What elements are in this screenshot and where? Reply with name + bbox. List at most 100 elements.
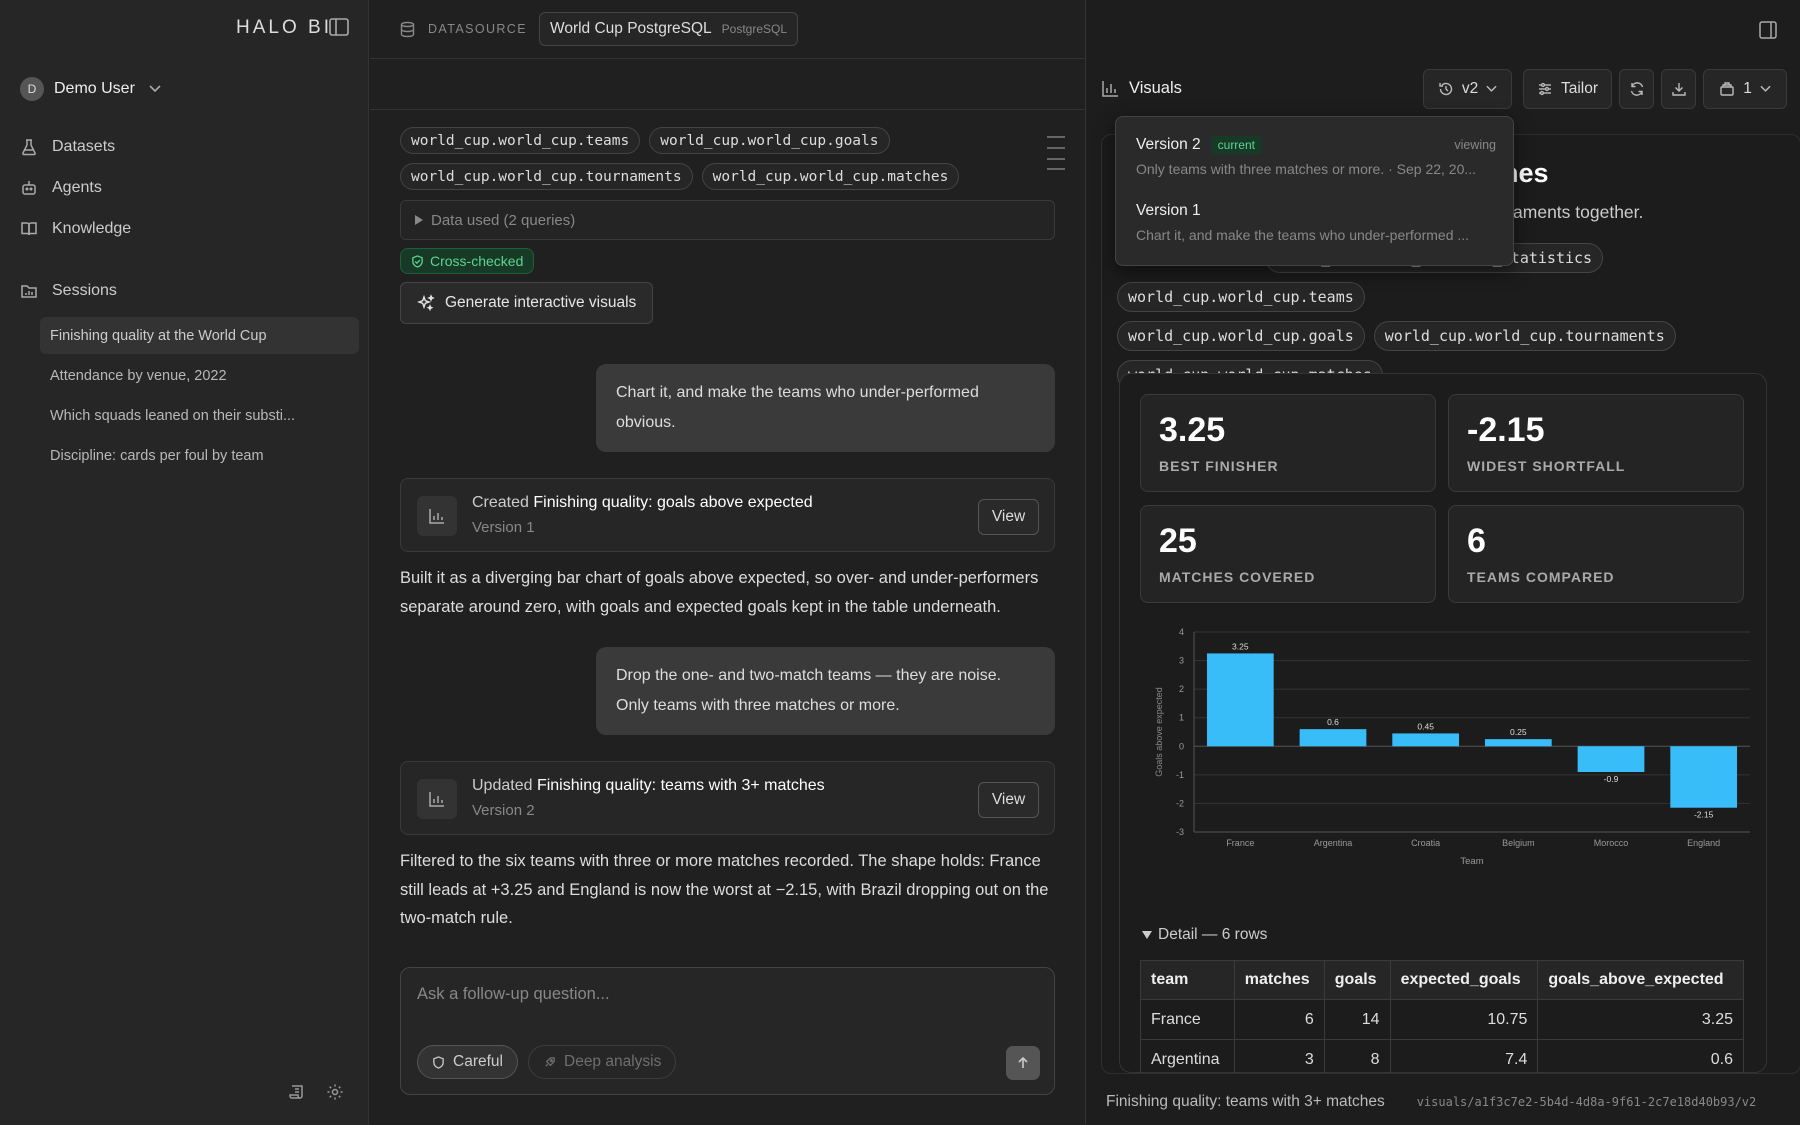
careful-mode-toggle[interactable]: Careful (417, 1045, 518, 1079)
rocket-icon (545, 1056, 555, 1067)
bar-chart-icon (417, 496, 457, 536)
table-tag[interactable]: world_cup.world_cup.goals (649, 127, 890, 154)
session-item[interactable]: Discipline: cards per foul by team (50, 447, 264, 464)
chevron-down-icon (1760, 85, 1771, 92)
caret-down-icon (1142, 931, 1152, 939)
visual-card: Created Finishing quality: goals above e… (400, 478, 1055, 552)
cross-checked-badge: Cross-checked (400, 248, 535, 274)
history-icon (1439, 82, 1453, 96)
datasource-selector[interactable]: World Cup PostgreSQL PostgreSQL (538, 12, 799, 46)
chevron-down-icon (149, 85, 161, 93)
datasource-bar: DATASOURCE World Cup PostgreSQL PostgreS… (370, 0, 1086, 59)
scroll-icon[interactable] (288, 1083, 306, 1101)
nav-knowledge[interactable]: Knowledge (20, 208, 131, 249)
book-icon (21, 221, 37, 235)
bar (1299, 729, 1367, 747)
chat-messages: world_cup.world_cup.teams world_cup.worl… (400, 111, 1055, 961)
card-visual-name: Finishing quality: goals above expected (533, 494, 813, 511)
y-axis-label: Goals above expected (1154, 687, 1164, 777)
y-tick-label: 4 (1179, 627, 1184, 637)
view-button[interactable]: View (978, 782, 1039, 818)
column-header[interactable]: expected_goals (1389, 960, 1539, 1000)
caret-right-icon (415, 215, 423, 225)
x-tick-label: Croatia (1411, 838, 1440, 848)
download-button[interactable] (1661, 69, 1696, 109)
x-axis-label: Team (1460, 856, 1483, 867)
session-item[interactable]: Finishing quality at the World Cup (40, 317, 359, 354)
data-label: 3.25 (1232, 641, 1249, 651)
table-tag[interactable]: world_cup.world_cup.matches (701, 163, 960, 190)
table-tag[interactable]: world_cup.world_cup.tournaments (1373, 321, 1676, 351)
visual-footer: Finishing quality: teams with 3+ matches… (1087, 1078, 1800, 1125)
gear-icon[interactable] (326, 1083, 344, 1101)
bar-chart-icon (417, 779, 457, 819)
shield-icon (433, 1055, 444, 1069)
folder-icon (21, 285, 37, 298)
visual-card: Updated Finishing quality: teams with 3+… (400, 761, 1055, 835)
kpi-value: -2.15 (1467, 411, 1545, 449)
table-cell: 14 (1323, 999, 1391, 1040)
visual-dashboard: 3.25 BEST FINISHER -2.15 WIDEST SHORTFAL… (1119, 373, 1767, 1073)
deep-analysis-label: Deep analysis (564, 1053, 662, 1070)
viewing-status: viewing (1454, 138, 1496, 152)
drag-handle-icon[interactable] (1045, 135, 1067, 171)
table-cell: Argentina (1140, 1039, 1235, 1073)
data-label: -2.15 (1694, 810, 1714, 820)
bar (1577, 746, 1645, 772)
user-menu[interactable]: D Demo User (20, 77, 161, 101)
version-popover: Version 2 current viewing Only teams with… (1115, 116, 1514, 266)
detail-toggle[interactable]: Detail — 6 rows (1142, 926, 1267, 944)
download-icon (1671, 83, 1686, 96)
version-label: v2 (1461, 80, 1479, 97)
kpi-card: 3.25 BEST FINISHER (1140, 394, 1436, 492)
nav-agents[interactable]: Agents (20, 167, 131, 208)
sidebar-toggle-icon[interactable] (329, 18, 349, 36)
column-header[interactable]: goals (1323, 960, 1391, 1000)
chevron-down-icon (1486, 85, 1497, 92)
kpi-label: TEAMS COMPARED (1467, 569, 1615, 585)
version-description: Only teams with three matches or more. ·… (1136, 161, 1477, 177)
table-cell: 10.75 (1389, 999, 1539, 1040)
table-cell: 0.6 (1537, 1039, 1744, 1073)
careful-label: Careful (453, 1053, 503, 1070)
database-icon (400, 21, 415, 37)
view-button[interactable]: View (978, 499, 1039, 535)
card-visual-name: Finishing quality: teams with 3+ matches (536, 777, 825, 794)
deep-analysis-toggle[interactable]: Deep analysis (528, 1045, 677, 1079)
send-button[interactable] (1006, 1046, 1040, 1080)
version-option[interactable]: Version 1 Chart it, and make the teams w… (1136, 202, 1496, 243)
visuals-title: Visuals (1129, 79, 1182, 97)
generate-visuals-button[interactable]: Generate interactive visuals (400, 282, 654, 324)
panel-toggle-icon[interactable] (1759, 21, 1777, 39)
x-tick-label: Belgium (1502, 838, 1535, 848)
visuals-header: Visuals (1102, 79, 1182, 98)
column-header[interactable]: matches (1233, 960, 1325, 1000)
table-tag[interactable]: world_cup.world_cup.goals (1117, 321, 1365, 351)
table-cell: 7.4 (1389, 1039, 1539, 1073)
version-option[interactable]: Version 2 current viewing Only teams with… (1136, 136, 1496, 177)
layers-count: 1 (1743, 80, 1752, 97)
version-dropdown[interactable]: v2 (1423, 69, 1512, 109)
user-name: Demo User (54, 80, 135, 97)
card-action: Created (472, 494, 529, 511)
column-header[interactable]: goals_above_expected (1537, 960, 1744, 1000)
goals-above-expected-chart: 4 3 2 1 0 -1 -2 -3 3.25 France 0.6 Argentina 0.45 Cro… (1154, 627, 1750, 867)
layers-dropdown[interactable]: 1 (1703, 69, 1787, 109)
table-tag[interactable]: world_cup.world_cup.teams (1117, 282, 1365, 312)
table-tag[interactable]: world_cup.world_cup.teams (400, 127, 641, 154)
tailor-button[interactable]: Tailor (1523, 69, 1612, 109)
visual-canvas: tches ournaments together. world_cup.wor… (1101, 134, 1800, 1074)
footer-visual-name: Finishing quality: teams with 3+ matches (1106, 1092, 1385, 1110)
column-header[interactable]: team (1140, 960, 1235, 1000)
session-item[interactable]: Attendance by venue, 2022 (50, 367, 227, 384)
table-tag[interactable]: world_cup.world_cup.tournaments (400, 163, 693, 190)
table-cell: France (1140, 999, 1235, 1040)
question-input[interactable]: Ask a follow-up question... (417, 985, 610, 1003)
bot-icon (22, 180, 36, 195)
data-used-toggle[interactable]: Data used (2 queries) (400, 200, 1055, 240)
table-cell: 3 (1233, 1039, 1325, 1073)
nav-datasets[interactable]: Datasets (20, 126, 131, 167)
refresh-button[interactable] (1619, 69, 1654, 109)
session-item[interactable]: Which squads leaned on their substi... (50, 407, 296, 424)
kpi-value: 6 (1467, 522, 1486, 560)
